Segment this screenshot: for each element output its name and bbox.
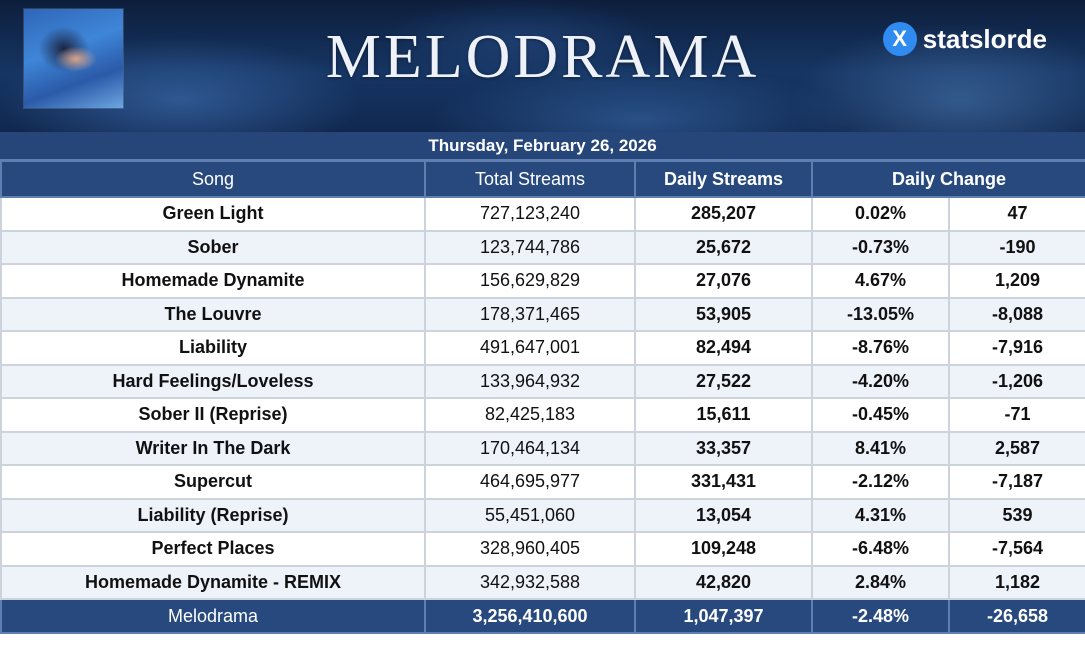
table-row: Sober 123,744,786 25,672 -0.73% -190 — [0, 229, 1085, 265]
streams-table: Song Total Streams Daily Streams Daily C… — [0, 160, 1085, 634]
daily-change-delta: -1,206 — [948, 363, 1085, 399]
table-row: Homemade Dynamite - REMIX 342,932,588 42,8… — [0, 564, 1085, 600]
total-album-name: Melodrama — [0, 598, 426, 634]
daily-change-percent: 4.67% — [811, 263, 950, 299]
daily-change-percent: -0.45% — [811, 397, 950, 433]
daily-change-delta: -190 — [948, 229, 1085, 265]
table-header-row: Song Total Streams Daily Streams Daily C… — [0, 160, 1085, 198]
total-streams: 170,464,134 — [424, 430, 636, 466]
total-streams: 55,451,060 — [424, 497, 636, 533]
brand-name: statslorde — [922, 23, 1047, 54]
daily-streams: 27,522 — [634, 363, 813, 399]
song-name: Homemade Dynamite - REMIX — [0, 564, 426, 600]
daily-change-delta: 1,182 — [948, 564, 1085, 600]
table-row: Perfect Places 328,960,405 109,248 -6.48% -7… — [0, 531, 1085, 567]
total-streams: 727,123,240 — [424, 196, 636, 232]
table-row: Sober II (Reprise) 82,425,183 15,611 -0.45%… — [0, 397, 1085, 433]
daily-change-delta: -71 — [948, 397, 1085, 433]
table-row: The Louvre 178,371,465 53,905 -13.05% -8,088 — [0, 296, 1085, 332]
table-row: Green Light 727,123,240 285,207 0.02% 47 — [0, 196, 1085, 232]
song-name: Hard Feelings/Loveless — [0, 363, 426, 399]
song-name: Liability (Reprise) — [0, 497, 426, 533]
daily-streams: 13,054 — [634, 497, 813, 533]
table-total-row: Melodrama 3,256,410,600 1,047,397 -2.48%… — [0, 598, 1085, 634]
album-title: MELODRAMA — [325, 23, 760, 91]
header-song: Song — [0, 160, 426, 198]
daily-streams: 285,207 — [634, 196, 813, 232]
daily-streams: 331,431 — [634, 464, 813, 500]
song-name: Perfect Places — [0, 531, 426, 567]
table-row: Homemade Dynamite 156,629,829 27,076 4.67% 1… — [0, 263, 1085, 299]
song-name: Sober — [0, 229, 426, 265]
total-streams: 464,695,977 — [424, 464, 636, 500]
song-name: Supercut — [0, 464, 426, 500]
daily-change-percent: -13.05% — [811, 296, 950, 332]
daily-streams: 109,248 — [634, 531, 813, 567]
daily-change-delta: -7,187 — [948, 464, 1085, 500]
statslorde-x-icon: X — [882, 22, 917, 56]
total-streams: 133,964,932 — [424, 363, 636, 399]
daily-streams: 15,611 — [634, 397, 813, 433]
daily-change-delta: -7,916 — [948, 330, 1085, 366]
header-total-streams: Total Streams — [424, 160, 636, 198]
daily-change-percent: 2.84% — [811, 564, 950, 600]
daily-change-percent: -8.76% — [811, 330, 950, 366]
song-name: Sober II (Reprise) — [0, 397, 426, 433]
daily-change-percent: 8.41% — [811, 430, 950, 466]
daily-streams: 82,494 — [634, 330, 813, 366]
header-daily-streams: Daily Streams — [634, 160, 813, 198]
daily-streams: 27,076 — [634, 263, 813, 299]
song-name: Writer In The Dark — [0, 430, 426, 466]
total-streams: 328,960,405 — [424, 531, 636, 567]
album-cover-image — [24, 9, 123, 108]
table-row: Liability 491,647,001 82,494 -8.76% -7,916 — [0, 330, 1085, 366]
daily-change-delta: 2,587 — [948, 430, 1085, 466]
total-daily-value: 1,047,397 — [634, 598, 813, 634]
total-streams: 178,371,465 — [424, 296, 636, 332]
album-banner: MELODRAMA X statslorde — [0, 0, 1085, 132]
table-row: Hard Feelings/Loveless 133,964,932 27,522-… — [0, 363, 1085, 399]
song-name: Liability — [0, 330, 426, 366]
daily-change-delta: 47 — [948, 196, 1085, 232]
daily-streams: 25,672 — [634, 229, 813, 265]
daily-change-percent: -4.20% — [811, 363, 950, 399]
total-streams: 156,629,829 — [424, 263, 636, 299]
daily-change-delta: 539 — [948, 497, 1085, 533]
song-name: Green Light — [0, 196, 426, 232]
daily-streams: 53,905 — [634, 296, 813, 332]
table-row: Liability (Reprise) 55,451,060 13,054 4.31%… — [0, 497, 1085, 533]
table-row: Supercut 464,695,977 331,431 -2.12% -7,187 — [0, 464, 1085, 500]
table-row: Writer In The Dark 170,464,134 33,357 8.41%… — [0, 430, 1085, 466]
brand-logo: X statslorde — [882, 22, 1047, 56]
total-streams: 491,647,001 — [424, 330, 636, 366]
total-streams: 82,425,183 — [424, 397, 636, 433]
daily-change-delta: -7,564 — [948, 531, 1085, 567]
daily-streams: 42,820 — [634, 564, 813, 600]
song-name: Homemade Dynamite — [0, 263, 426, 299]
total-streams: 123,744,786 — [424, 229, 636, 265]
total-change-percent: -2.48% — [811, 598, 950, 634]
song-name: The Louvre — [0, 296, 426, 332]
daily-change-percent: 0.02% — [811, 196, 950, 232]
daily-change-percent: -0.73% — [811, 229, 950, 265]
header-daily-change: Daily Change — [811, 160, 1085, 198]
daily-change-percent: -6.48% — [811, 531, 950, 567]
total-streams: 342,932,588 — [424, 564, 636, 600]
daily-change-percent: -2.12% — [811, 464, 950, 500]
total-streams-value: 3,256,410,600 — [424, 598, 636, 634]
daily-change-percent: 4.31% — [811, 497, 950, 533]
daily-streams: 33,357 — [634, 430, 813, 466]
daily-change-delta: -8,088 — [948, 296, 1085, 332]
date-bar: Thursday, February 26, 2026 — [0, 132, 1085, 160]
total-change-delta: -26,658 — [948, 598, 1085, 634]
daily-change-delta: 1,209 — [948, 263, 1085, 299]
